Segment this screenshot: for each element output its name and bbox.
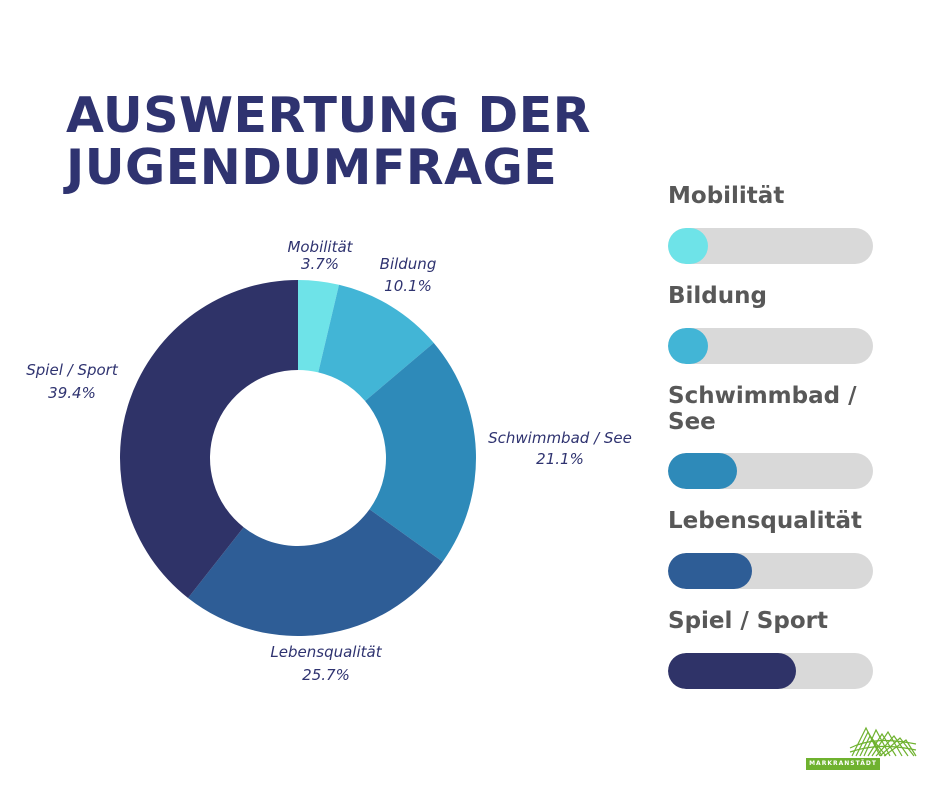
slice-category-label: Lebensqualität [270, 643, 382, 661]
slice-category-label: Spiel / Sport [26, 361, 119, 379]
bar-track [668, 553, 873, 589]
slice-category-label: Bildung [380, 255, 437, 273]
title-line-2: JUGENDUMFRAGE [66, 139, 558, 196]
donut-slice-4 [188, 509, 443, 636]
donut-slice-5 [120, 280, 298, 598]
bar-track [668, 228, 873, 264]
city-skyline-lines-logo-icon [849, 726, 917, 757]
page-title: AUSWERTUNG DER JUGENDUMFRAGE [66, 90, 591, 194]
slice-value-label: 10.1% [384, 277, 432, 295]
slice-value-label: 21.1% [536, 450, 584, 468]
bar-track [668, 653, 873, 689]
slice-value-label: 39.4% [48, 384, 96, 402]
slice-value-label: 25.7% [302, 666, 350, 684]
bar-track [668, 328, 873, 364]
bar-fill [668, 328, 708, 364]
bar-category-label: Bildung [668, 283, 767, 309]
slice-value-label: 3.7% [301, 255, 339, 273]
bar-fill [668, 453, 737, 489]
markranstaedt-logo: MARKRANSTÄDT [806, 718, 918, 774]
bar-category-label: Spiel / Sport [668, 608, 828, 634]
logo-text: MARKRANSTÄDT [806, 758, 880, 770]
bar-fill [668, 553, 752, 589]
bar-category-label: Mobilität [668, 183, 785, 209]
donut-slice-1 [298, 280, 340, 373]
bar-category-label: Schwimmbad / See [668, 383, 857, 435]
bar-chart: Mobilität Bildung Schwimmbad / See Lebensqu… [668, 0, 940, 788]
bar-fill [668, 228, 708, 264]
slice-category-label: Mobilität [287, 238, 353, 256]
title-line-1: AUSWERTUNG DER [66, 87, 591, 144]
bar-track [668, 453, 873, 489]
bar-category-label: Lebensqualität [668, 508, 863, 534]
donut-slice-3 [365, 342, 476, 562]
donut-slice-2 [318, 284, 434, 402]
bar-fill [668, 653, 797, 689]
slice-category-label: Schwimmbad / See [488, 429, 632, 447]
